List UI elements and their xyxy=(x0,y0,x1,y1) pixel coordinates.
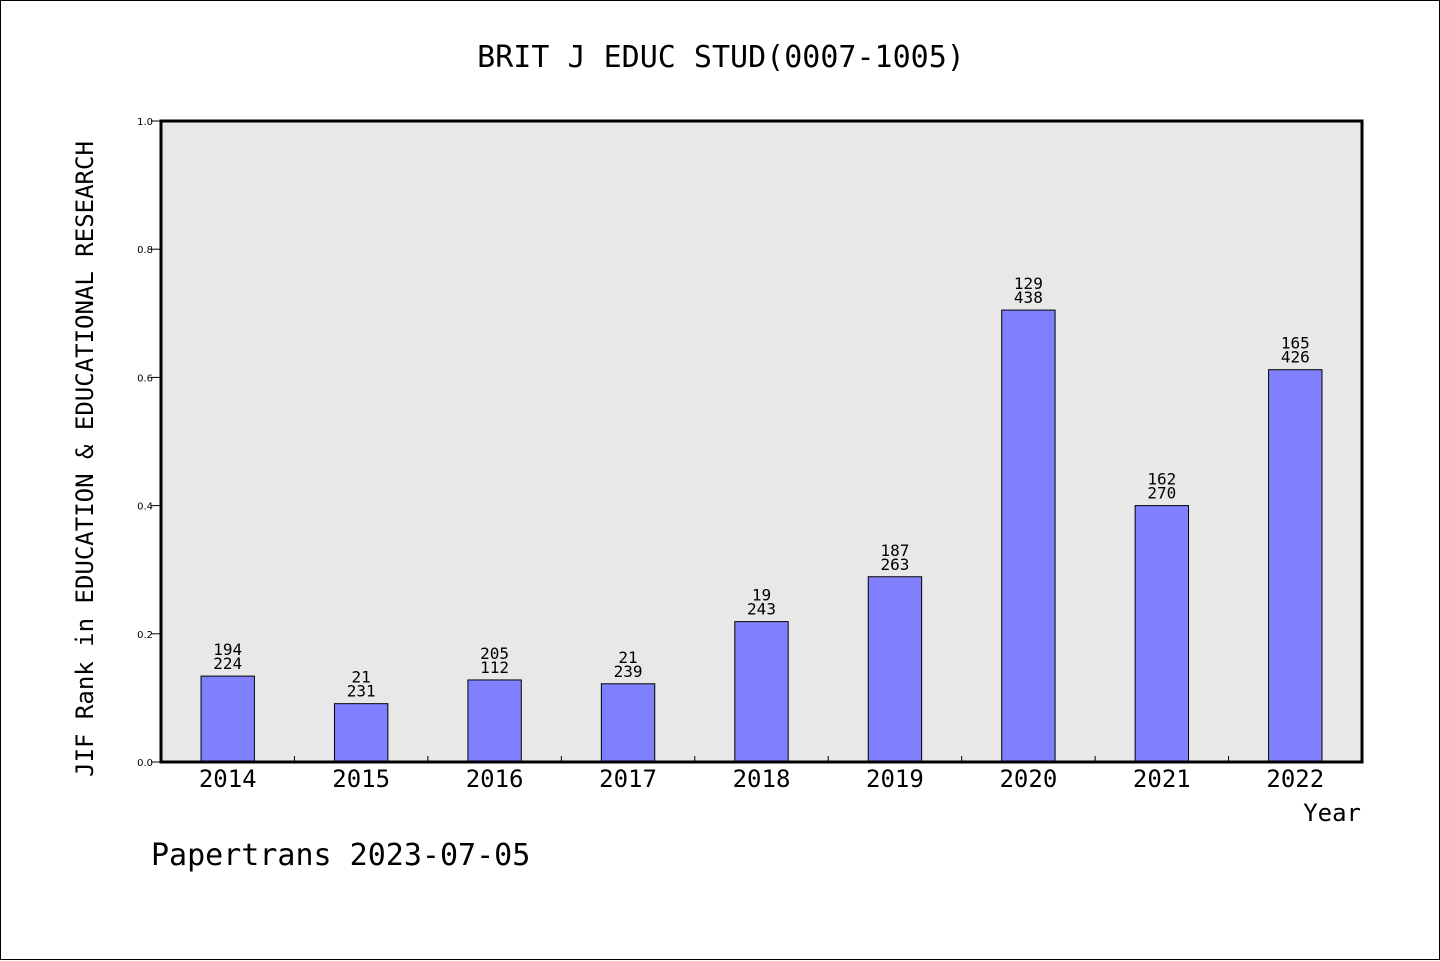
total-label-2018: 243 xyxy=(747,600,776,619)
data-labels-group: 1942242123120511221239192431872631294381… xyxy=(213,274,1309,701)
y-tick-label: 0.8 xyxy=(137,245,153,256)
y-axis: 0.0 0.2 0.4 0.6 0.8 1.0 xyxy=(137,117,161,769)
x-axis: 2014 2015 2016 2017 2018 2019 2020 2021 2022 xyxy=(199,756,1324,793)
bar-2016 xyxy=(467,679,522,763)
bar-2021 xyxy=(1134,505,1190,763)
bar-2014 xyxy=(200,675,255,763)
x-tick-label-2017: 2017 xyxy=(599,765,657,793)
x-tick-label-2014: 2014 xyxy=(199,765,257,793)
x-tick-label-2020: 2020 xyxy=(999,765,1057,793)
bar-2018 xyxy=(734,621,789,763)
bar-2022 xyxy=(1268,369,1323,763)
total-label-2021: 270 xyxy=(1147,484,1176,503)
bar-2015 xyxy=(333,703,389,763)
rank-label-2022: 165 xyxy=(1281,334,1310,353)
rank-label-2019: 187 xyxy=(880,541,909,560)
rank-label-2015: 21 xyxy=(352,668,371,687)
bar-2017 xyxy=(600,683,656,763)
watermark-text: Papertrans 2023-07-05 xyxy=(151,838,530,873)
total-label-2019: 263 xyxy=(880,555,909,574)
x-tick-label-2016: 2016 xyxy=(466,765,524,793)
bars-group xyxy=(200,309,1323,763)
total-label-2017: 239 xyxy=(614,662,643,681)
y-axis-label: JIF Rank in EDUCATION & EDUCATIONAL RESE… xyxy=(71,141,99,777)
total-label-2022: 426 xyxy=(1281,348,1310,367)
x-tick-label-2019: 2019 xyxy=(866,765,924,793)
bar-2020 xyxy=(1001,309,1056,763)
chart-title: BRIT J EDUC STUD(0007-1005) xyxy=(477,40,965,75)
x-tick-label-2021: 2021 xyxy=(1133,765,1191,793)
total-label-2015: 231 xyxy=(347,682,376,701)
total-label-2016: 112 xyxy=(480,658,509,677)
y-tick-label: 0.0 xyxy=(137,758,153,769)
bar-2019 xyxy=(867,576,923,763)
y-tick-label: 0.4 xyxy=(137,502,153,513)
x-axis-label: Year xyxy=(1303,799,1361,827)
rank-label-2017: 21 xyxy=(618,648,637,667)
y-tick-label: 0.2 xyxy=(137,630,153,641)
rank-label-2020: 129 xyxy=(1014,274,1043,293)
y-tick-label: 0.6 xyxy=(137,373,153,384)
x-tick-label-2018: 2018 xyxy=(733,765,791,793)
x-tick-label-2015: 2015 xyxy=(332,765,390,793)
plot-border xyxy=(159,119,1364,764)
total-label-2020: 438 xyxy=(1014,288,1043,307)
rank-label-2016: 205 xyxy=(480,644,509,663)
rank-label-2021: 162 xyxy=(1147,470,1176,489)
rank-label-2018: 19 xyxy=(752,586,771,605)
rank-label-2014: 194 xyxy=(213,640,242,659)
x-tick-label-2022: 2022 xyxy=(1266,765,1324,793)
total-label-2014: 224 xyxy=(213,654,242,673)
y-tick-label: 1.0 xyxy=(137,117,153,128)
